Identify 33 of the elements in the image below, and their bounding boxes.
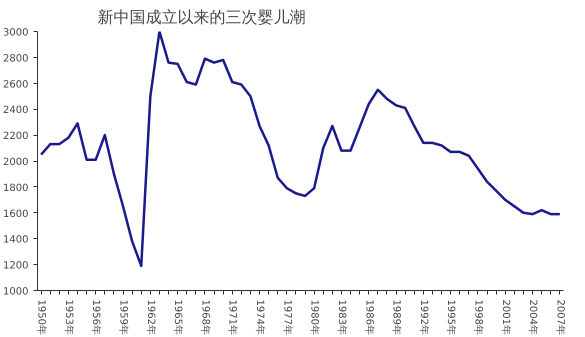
x-tick-label: 1965年: [172, 300, 184, 335]
x-tick-label: 2001年: [500, 300, 512, 335]
x-tick-label: 1971年: [226, 300, 239, 335]
x-tick-label: 1998年: [472, 300, 484, 335]
y-tick-label: 2600: [3, 79, 29, 90]
x-tick-label: 2004年: [527, 300, 540, 335]
x-tick-label: 1992年: [418, 300, 430, 335]
x-tick-label: 1950年: [36, 300, 48, 335]
x-tick-label: 1980年: [308, 300, 321, 335]
y-tick-label: 2800: [3, 53, 29, 64]
y-tick-label: 2000: [3, 157, 29, 168]
x-tick-label: 1986年: [363, 300, 376, 335]
y-tick-label: 1800: [3, 182, 29, 194]
y-tick-label: 1000: [3, 286, 29, 298]
y-tick-label: 1200: [3, 260, 29, 272]
x-tick-label: 1956年: [90, 300, 102, 335]
x-tick-label: 2007年: [554, 300, 566, 335]
x-tick-label: 1953年: [62, 300, 75, 335]
x-tick-label: 1983年: [336, 300, 348, 335]
x-tick-label: 1977年: [281, 300, 294, 335]
y-tick-label: 2200: [3, 131, 29, 142]
x-tick-label: 1989年: [390, 300, 403, 335]
y-tick-label: 1400: [3, 234, 29, 246]
y-tick-label: 3000: [3, 28, 29, 38]
x-tick-label: 1959年: [118, 300, 130, 335]
line-series: [40, 32, 562, 268]
x-tick-label: 1968年: [199, 300, 212, 335]
x-tick-label: 1962年: [144, 300, 157, 335]
y-tick-label: 1600: [3, 208, 29, 220]
x-tick-label: 1974年: [254, 300, 266, 335]
y-tick-label: 2400: [3, 105, 29, 116]
x-tick-label: 1995年: [445, 300, 458, 335]
chart-title: 新中国成立以来的三次婴儿潮: [98, 8, 306, 26]
